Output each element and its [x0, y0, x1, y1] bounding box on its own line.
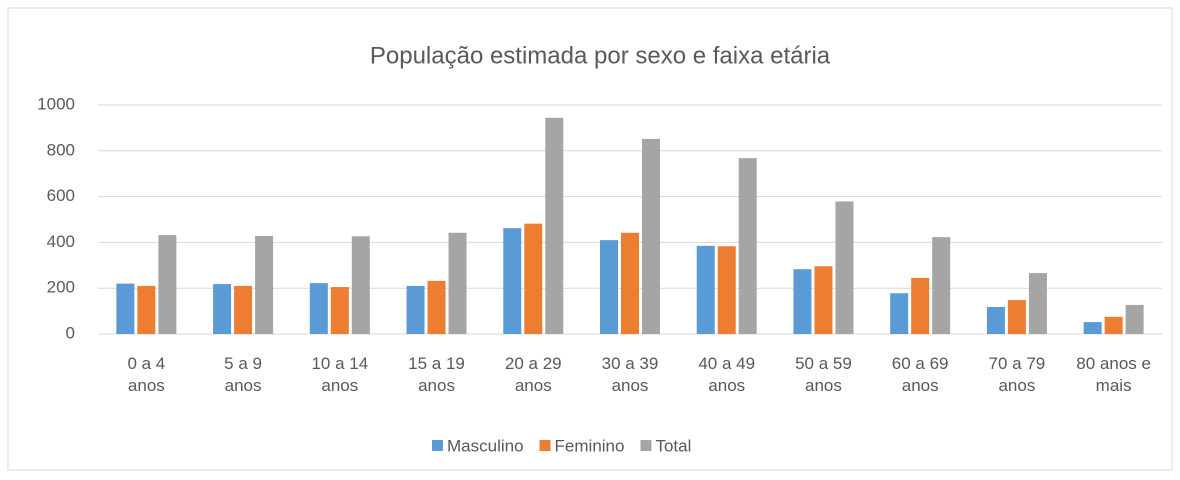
x-tick-label: 70 a 79 anos: [988, 354, 1046, 395]
bar: [234, 285, 253, 334]
bar: [932, 237, 951, 334]
bar: [406, 285, 425, 334]
y-tick-label: 0: [66, 323, 75, 342]
bar: [835, 201, 854, 334]
legend-swatch: [640, 440, 652, 451]
y-tick-label: 800: [47, 140, 75, 159]
x-tick-label: 0 a 4 anos: [127, 354, 166, 395]
legend-swatch: [432, 440, 443, 451]
legend-label: Masculino: [447, 436, 524, 455]
x-tick-label: 5 a 9 anos: [224, 354, 262, 395]
bar: [255, 235, 274, 334]
x-tick-label: 15 a 19 anos: [408, 354, 465, 395]
bar: [890, 293, 909, 334]
bar: [696, 245, 715, 334]
bar: [137, 285, 156, 334]
x-tick-label: 10 a 14 anos: [311, 354, 369, 395]
bar: [351, 236, 370, 334]
bar: [1104, 316, 1123, 334]
y-tick-label: 1000: [37, 94, 75, 113]
bar: [642, 138, 660, 334]
y-tick-label: 200: [47, 278, 75, 297]
y-tick-label: 600: [47, 186, 75, 205]
bar: [116, 283, 135, 334]
bar: [600, 240, 618, 334]
bar: [309, 283, 328, 334]
bar: [1083, 322, 1102, 334]
x-tick-label: 40 a 49 anos: [698, 354, 756, 395]
x-tick-label: 30 a 39 anos: [601, 354, 659, 395]
bar: [158, 235, 177, 334]
x-tick-label: 80 anos e mais: [1076, 354, 1151, 395]
bar: [545, 117, 564, 334]
x-tick-label: 50 a 59 anos: [795, 354, 852, 395]
x-tick-label: 20 a 29 anos: [504, 354, 562, 395]
legend-label: Total: [655, 436, 691, 455]
bar: [738, 158, 757, 334]
bar: [621, 232, 639, 334]
chart-border: [7, 7, 1173, 471]
bar: [911, 277, 930, 334]
x-tick-label: 60 a 69 anos: [891, 354, 949, 395]
bar: [986, 306, 1005, 334]
chart-title: População estimada por sexo e faixa etár…: [370, 42, 831, 69]
bar: [524, 223, 543, 334]
bar: [503, 228, 522, 334]
bar: [1125, 304, 1144, 334]
bar: [427, 280, 446, 334]
bar: [717, 246, 736, 334]
bar: [1007, 300, 1026, 334]
bar: [330, 287, 349, 334]
bar: [814, 266, 833, 334]
bar: [213, 284, 232, 334]
bar: [448, 232, 467, 334]
bar: [793, 269, 812, 334]
legend-swatch: [539, 440, 551, 451]
bar: [1028, 273, 1047, 334]
y-tick-label: 400: [47, 232, 75, 251]
legend-label: Feminino: [555, 436, 625, 455]
